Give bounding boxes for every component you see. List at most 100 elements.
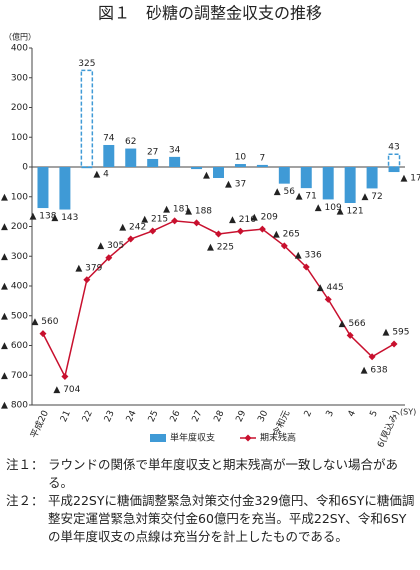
bar [59, 167, 71, 210]
bar-value-label: ▲ 56 [274, 187, 296, 197]
legend-swatch [150, 434, 166, 442]
bar-value-label: ▲ 121 [337, 206, 364, 216]
y-tick-label: 400 [11, 44, 28, 54]
line-value-label: ▲ 265 [273, 229, 300, 239]
legend-label: 期末残高 [260, 432, 296, 444]
bar-value-label: 7 [260, 153, 266, 163]
bar-value-label: 10 [235, 153, 247, 163]
x-tick-label: 26 [169, 409, 183, 424]
y-unit: （億円） [4, 32, 36, 42]
bar [169, 156, 181, 167]
y-tick-label: ▲ 600 [1, 341, 28, 351]
legend-label: 単年度収支 [170, 432, 215, 444]
line-marker [39, 330, 47, 338]
note-label: 注２： [6, 493, 44, 508]
y-tick-label: ▲ 500 [1, 311, 28, 321]
x-tick-label: 5 [369, 409, 380, 418]
x-tick-label: 29 [235, 409, 249, 424]
y-tick-label: ▲ 400 [1, 282, 28, 292]
y-tick-label: ▲ 200 [1, 222, 28, 232]
bar-value-label: 27 [147, 147, 158, 157]
line-value-label: ▲ 566 [339, 319, 366, 329]
dashed-bar [80, 69, 94, 168]
bar [300, 167, 312, 189]
bar-value-label: 34 [169, 145, 181, 155]
bar-value-label: ▲ 71 [296, 192, 317, 202]
y-tick-label: ▲ 100 [1, 192, 28, 202]
line-value-label: ▲ 560 [31, 317, 58, 327]
line-value-label: ▲ 704 [53, 385, 80, 395]
chart: 図１ 砂糖の調整金収支の推移 （億円） (SY) 400 300 200 100 0 ▲ … [1, 4, 420, 450]
bar [213, 167, 224, 179]
bar-value-label: 74 [103, 133, 115, 143]
line-value-label: ▲ 209 [251, 213, 278, 223]
y-tick-label: 100 [11, 133, 28, 143]
x-tick-label: 21 [59, 409, 73, 424]
x-tick-label: 24 [125, 409, 139, 424]
bar-value-label: ▲ 7 [203, 171, 219, 181]
line-value-label: ▲ 336 [295, 250, 322, 260]
bar [322, 167, 334, 200]
bar-value-label: ▲ 138 [29, 212, 56, 222]
bar-value-label: ▲ 143 [51, 213, 78, 223]
line-marker [83, 276, 91, 284]
notes: 注１： ラウンドの関係で単年度収支と期末残高が一致しない場合がある。 注２： 平成22… [6, 456, 416, 546]
dashed-bar [387, 153, 401, 168]
line-value-label: ▲ 595 [383, 328, 410, 338]
line-marker [258, 225, 266, 233]
line-marker [346, 331, 354, 339]
bar [366, 167, 378, 189]
x-tick-label: 23 [103, 409, 117, 424]
line-marker [193, 219, 201, 227]
line-value-label: ▲ 638 [361, 365, 388, 375]
x-tick-label: 2 [303, 409, 314, 418]
bar [256, 164, 268, 167]
line-value-label: ▲ 181 [163, 204, 190, 214]
bar-value-label: 62 [125, 137, 136, 147]
bar [388, 167, 400, 173]
note-text: ラウンドの関係で単年度収支と期末残高が一致しない場合がある。 [48, 457, 399, 490]
dashed-value-label: 43 [388, 143, 399, 153]
line-value-label: ▲ 215 [141, 214, 168, 224]
bar [103, 144, 115, 167]
x-tick-label: 27 [191, 409, 205, 424]
x-tick-label: 30 [256, 409, 270, 424]
x-tick-label: 22 [81, 409, 95, 424]
legend-marker [244, 434, 252, 442]
bar-value-label: ▲ 4 [93, 170, 109, 180]
note-text: 平成22SYに糖価調整緊急対策交付金329億円、令和6SYに糖価調整安定運営緊急… [48, 493, 415, 544]
line-marker [105, 254, 113, 262]
line-value-label: ▲ 225 [207, 242, 234, 252]
bar-value-label: ▲ 17 [401, 174, 420, 184]
line-value-label: ▲ 242 [119, 222, 146, 232]
legend: 単年度収支 期末残高 [150, 432, 296, 444]
x-tick-label: 3 [325, 409, 336, 418]
bar-value-label: ▲ 109 [315, 203, 342, 213]
line-marker [61, 372, 69, 380]
y-tick-label: 200 [11, 103, 28, 113]
line-marker [368, 353, 376, 361]
bar [37, 167, 49, 209]
line-marker [302, 263, 310, 271]
bar [234, 164, 246, 167]
line-value-label: ▲ 379 [75, 263, 102, 273]
chart-title: 図１ 砂糖の調整金収支の推移 [98, 4, 322, 23]
bar [147, 158, 159, 167]
line-marker [324, 295, 332, 303]
bar [191, 167, 203, 170]
x-tick-label: 25 [147, 409, 161, 424]
bar-value-label: ▲ 37 [225, 180, 246, 190]
line-value-label: ▲ 445 [317, 283, 344, 293]
x-tick-label: 4 [347, 409, 359, 419]
note-label: 注１： [6, 457, 44, 472]
line-marker [215, 230, 222, 238]
line-marker [280, 242, 288, 250]
y-tick-label: ▲ 700 [1, 371, 28, 381]
bar [344, 167, 356, 203]
line-value-label: ▲ 305 [97, 241, 124, 251]
line-value-label: ▲ 216 [229, 215, 256, 225]
bar [125, 148, 137, 167]
x-unit: (SY) [400, 408, 416, 417]
bar-value-label: ▲ 72 [361, 192, 382, 202]
